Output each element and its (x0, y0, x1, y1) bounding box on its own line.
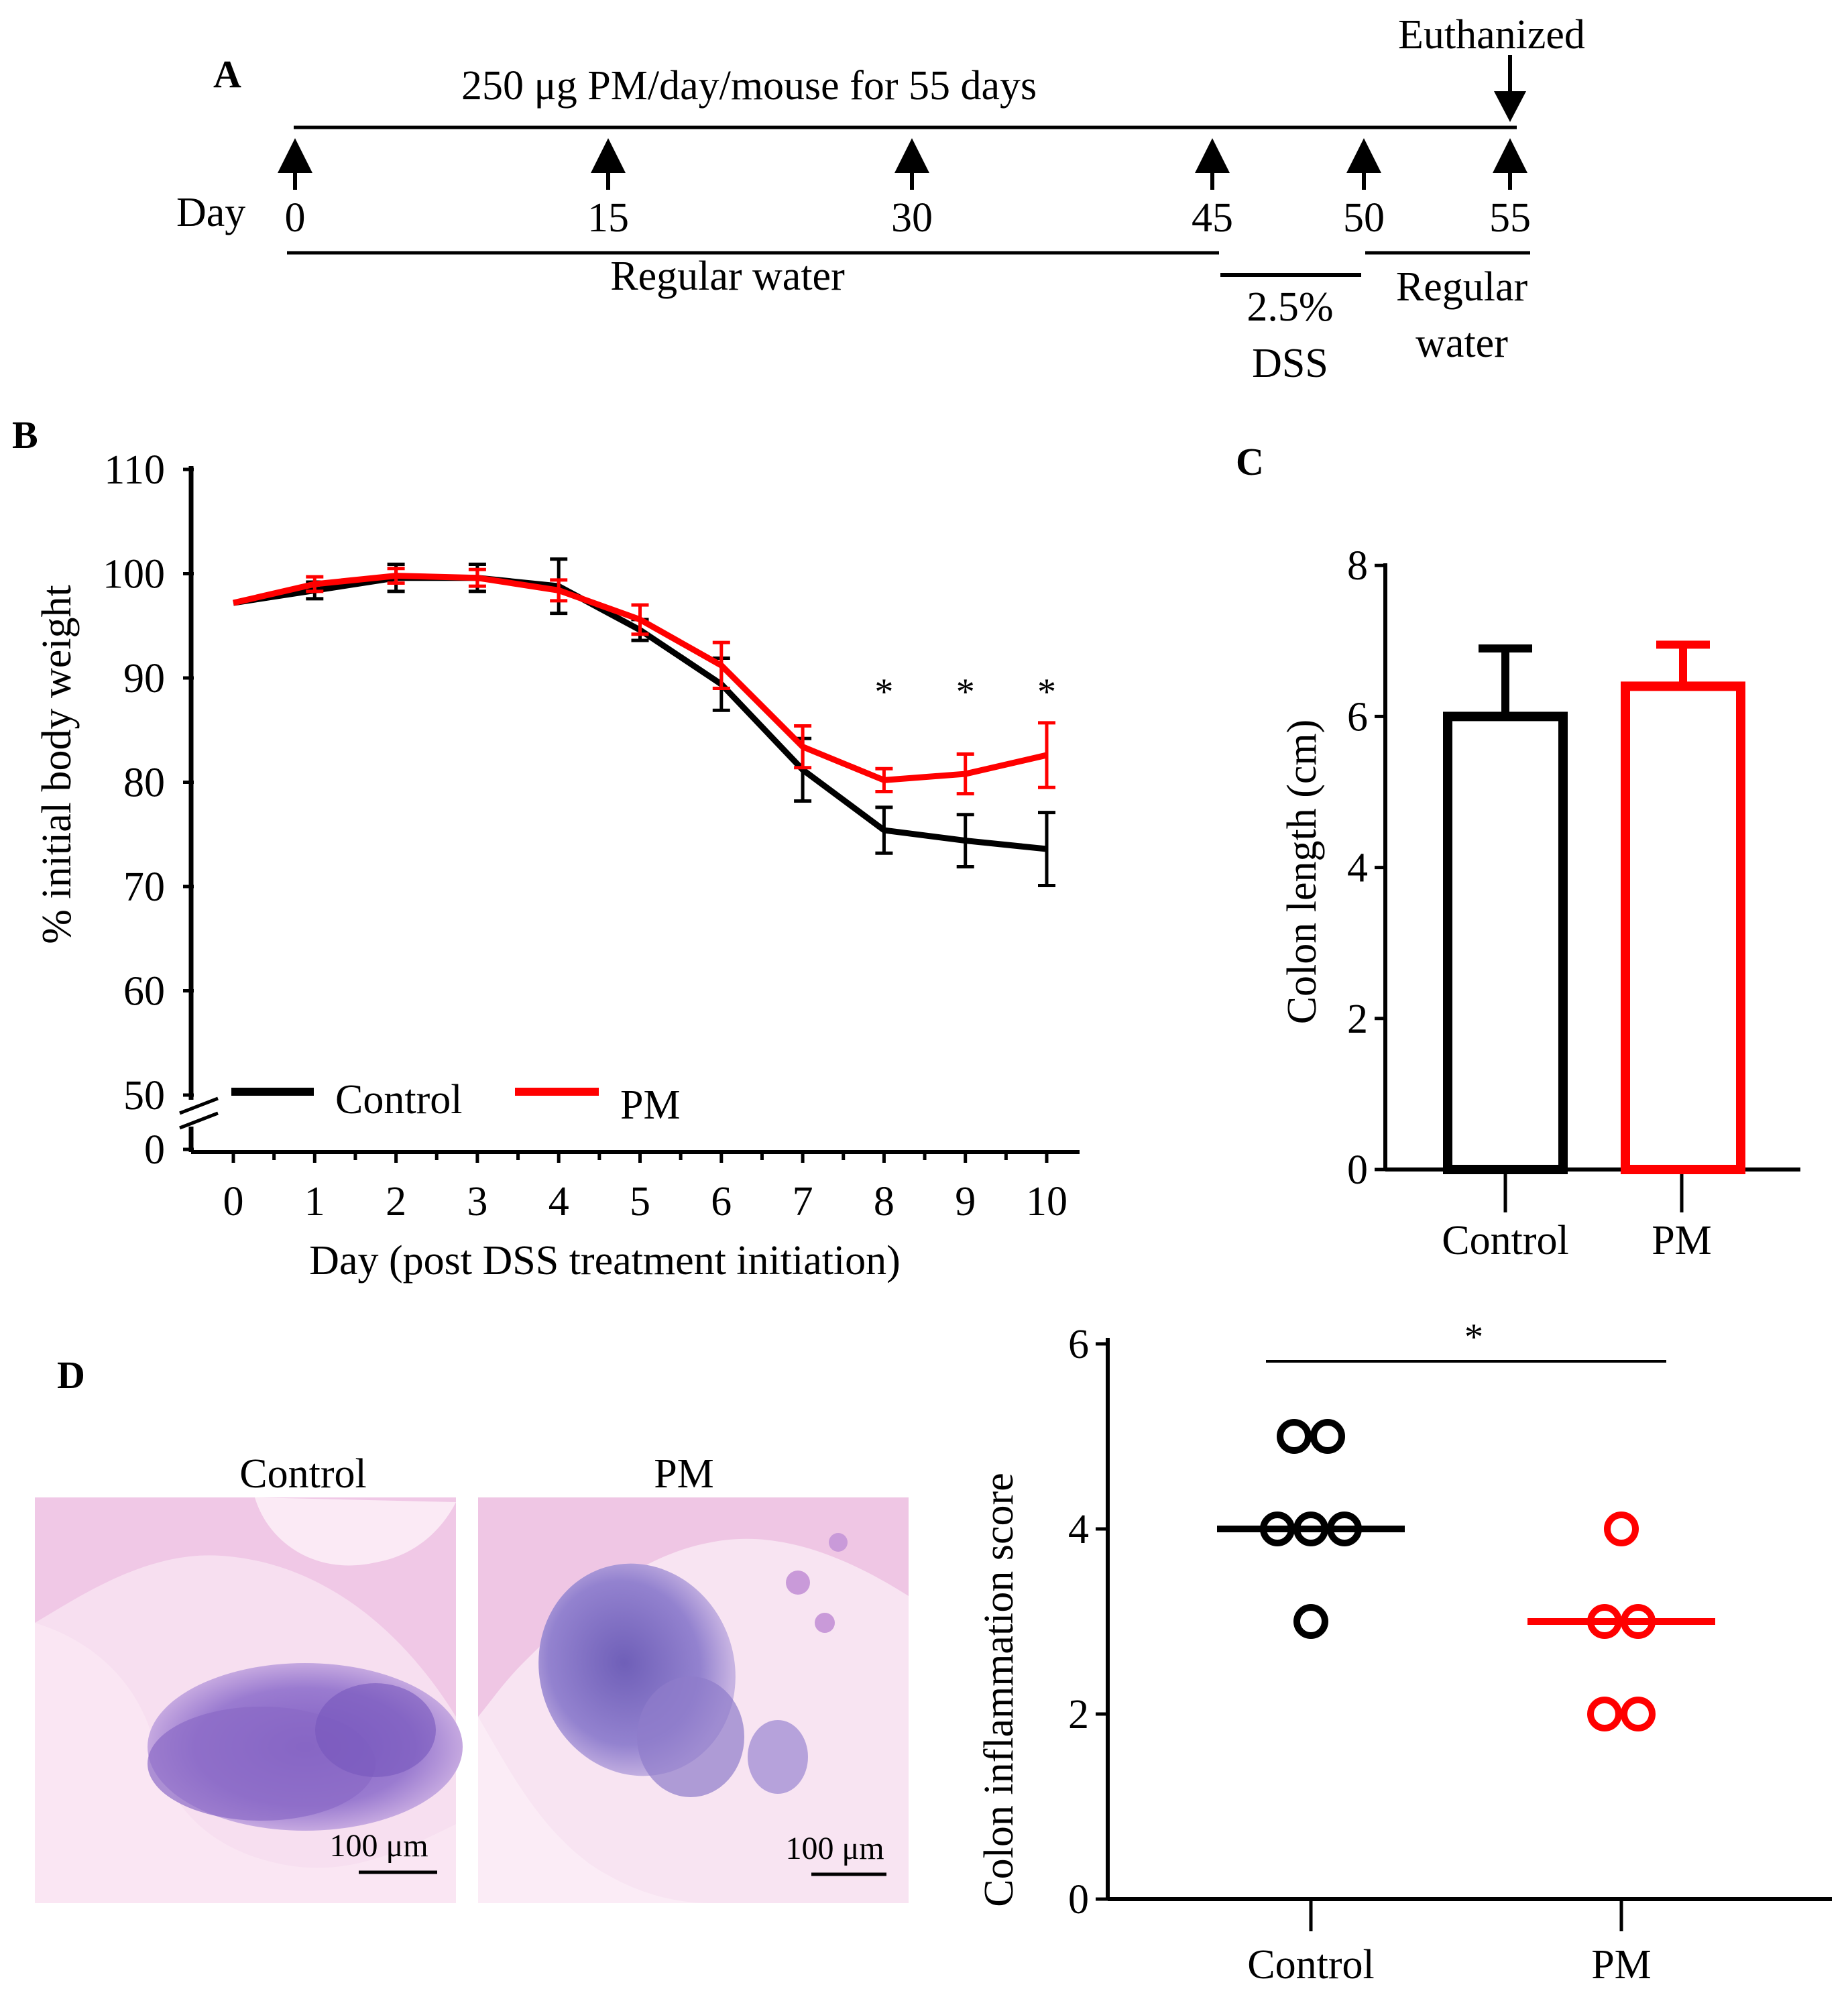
chart-b-xtick-label-7: 7 (793, 1179, 813, 1224)
chart-b-xtick-label-0: 0 (223, 1179, 244, 1224)
chart-b-series (233, 559, 1055, 886)
chart-d-ytick-label-6: 6 (1068, 1322, 1089, 1367)
significance-star-day-10: * (1037, 671, 1056, 713)
data-point-control (1280, 1422, 1308, 1450)
phase-dss-percent: 2.5% (1247, 284, 1333, 330)
inflammation-score-chart: Colon inflammation score 0 2 4 6 Control PM * (976, 1316, 1832, 1988)
chart-c-xtick-label-control: Control (1442, 1218, 1568, 1263)
scale-bar-control-label: 100 μm (329, 1828, 428, 1864)
chart-c-ytick-label-8: 8 (1347, 543, 1368, 589)
timeline-arrow-icon-day-55 (1493, 138, 1527, 173)
significance-star-day-8: * (874, 671, 893, 713)
chart-c-xtick-label-pm: PM (1652, 1218, 1712, 1263)
chart-d-xtick-label-pm: PM (1591, 1942, 1652, 1988)
panel-label-a: A (213, 52, 241, 96)
chart-b-significance: * * * (874, 671, 1056, 713)
phase-dss-label: DSS (1252, 341, 1328, 386)
bar-pm (1625, 686, 1741, 1170)
chart-c-ytick-label-2: 2 (1347, 996, 1368, 1042)
chart-b-xtick-label-6: 6 (711, 1179, 732, 1224)
data-point-pm (1624, 1700, 1652, 1728)
chart-b-legend: Control PM (231, 1077, 681, 1128)
chart-b-ytick-label-0: 0 (144, 1127, 165, 1173)
chart-b-xtick-label-2: 2 (386, 1179, 406, 1224)
chart-c-ytick-label-6: 6 (1347, 694, 1368, 740)
chart-b-axes (180, 466, 1080, 1152)
chart-b-axis-break-mark (180, 1098, 218, 1113)
timeline-arrow-icon-day-0 (278, 138, 312, 173)
timeline-day-15: 15 (587, 195, 629, 241)
chart-b-xtick-label-3: 3 (467, 1179, 487, 1224)
chart-d-ylabel: Colon inflammation score (976, 1473, 1022, 1906)
treatment-label: 250 μg PM/day/mouse for 55 days (461, 63, 1037, 109)
euthanized-arrow-icon (1494, 91, 1526, 122)
chart-b-ytick-label-100: 100 (103, 552, 165, 597)
timeline-day-45: 45 (1192, 195, 1233, 241)
chart-b-ytick-label-90: 90 (123, 656, 165, 701)
legend-pm-label: PM (620, 1082, 681, 1128)
phase-regular-water-1: Regular water (610, 253, 845, 299)
data-point-control (1314, 1422, 1342, 1450)
chart-d-ticks: 0 2 4 6 Control PM (1068, 1322, 1652, 1988)
timeline-arrow-icon-day-45 (1195, 138, 1230, 173)
figure: A 250 μg PM/day/mouse for 55 days Euthan… (0, 0, 1848, 1995)
panel-label-b: B (12, 413, 38, 457)
chart-b-xtick-label-1: 1 (304, 1179, 325, 1224)
data-point-control (1297, 1607, 1325, 1636)
chart-b-ytick-label-80: 80 (123, 760, 165, 806)
chart-b-xtick-label-9: 9 (955, 1179, 976, 1224)
histology-pm-image: 100 μm (478, 1497, 909, 1903)
chart-b-ytick-label-60: 60 (123, 969, 165, 1015)
chart-c-ylabel: Colon length (cm) (1279, 720, 1325, 1025)
histology-pm-title: PM (654, 1451, 714, 1497)
phase-regular-water-2-line1: Regular (1396, 264, 1528, 310)
chart-b-ytick-label-110: 110 (104, 447, 165, 493)
timeline-arrow-icon-day-15 (591, 138, 626, 173)
euthanized-label: Euthanized (1398, 12, 1585, 58)
chart-d-points (1217, 1422, 1715, 1728)
timeline-day-55: 55 (1489, 195, 1531, 241)
timeline-day-0: 0 (285, 195, 306, 241)
chart-d-ytick-label-4: 4 (1068, 1507, 1089, 1552)
histology-control-image: 100 μm (35, 1497, 463, 1903)
histology-control-title: Control (239, 1451, 366, 1497)
body-weight-chart: B % initial body weight 1101009080706050… (12, 413, 1080, 1284)
chart-b-ytick-label-50: 50 (123, 1073, 165, 1119)
legend-control-label: Control (335, 1077, 462, 1123)
chart-b-xtick-label-4: 4 (548, 1179, 569, 1224)
chart-b-xtick-label-8: 8 (874, 1179, 894, 1224)
chart-d-ytick-label-2: 2 (1068, 1692, 1089, 1737)
chart-b-ytick-label-70: 70 (123, 864, 165, 910)
timeline-arrow-icon-day-30 (894, 138, 929, 173)
chart-b-xtick-label-10: 10 (1026, 1179, 1067, 1224)
data-point-pm (1591, 1700, 1619, 1728)
chart-b-ylabel: % initial body weight (34, 585, 80, 944)
timeline-day-30: 30 (891, 195, 933, 241)
chart-d-significance-star: * (1464, 1316, 1483, 1358)
scale-bar-pm-label: 100 μm (785, 1831, 884, 1866)
bar-control (1448, 716, 1563, 1170)
chart-c-bars (1448, 644, 1741, 1170)
significance-star-day-9: * (956, 671, 975, 713)
panel-label-c: C (1236, 440, 1264, 483)
chart-b-axis-break-mark-2 (180, 1113, 218, 1128)
day-label: Day (176, 190, 245, 235)
timeline-panel: A 250 μg PM/day/mouse for 55 days Euthan… (176, 12, 1585, 386)
chart-b-xtick-label-5: 5 (630, 1179, 650, 1224)
data-point-pm (1607, 1515, 1635, 1543)
colon-length-chart: C Colon length (cm) 0 2 4 6 8 Control PM (1236, 440, 1800, 1263)
chart-d-xtick-label-control: Control (1247, 1942, 1374, 1988)
chart-b-xlabel: Day (post DSS treatment initiation) (309, 1238, 901, 1284)
histology-panel: D Control PM 100 μm 100 μm (35, 1353, 909, 1903)
chart-c-ytick-label-0: 0 (1347, 1147, 1368, 1193)
timeline-arrows: 0 15 30 45 50 55 (278, 138, 1531, 241)
timeline-arrow-icon-day-50 (1346, 138, 1381, 173)
timeline-day-50: 50 (1343, 195, 1385, 241)
chart-d-ytick-label-0: 0 (1068, 1877, 1089, 1923)
phase-regular-water-2-line2: water (1416, 321, 1508, 366)
chart-c-ytick-label-4: 4 (1347, 846, 1368, 891)
panel-label-d: D (57, 1353, 85, 1397)
